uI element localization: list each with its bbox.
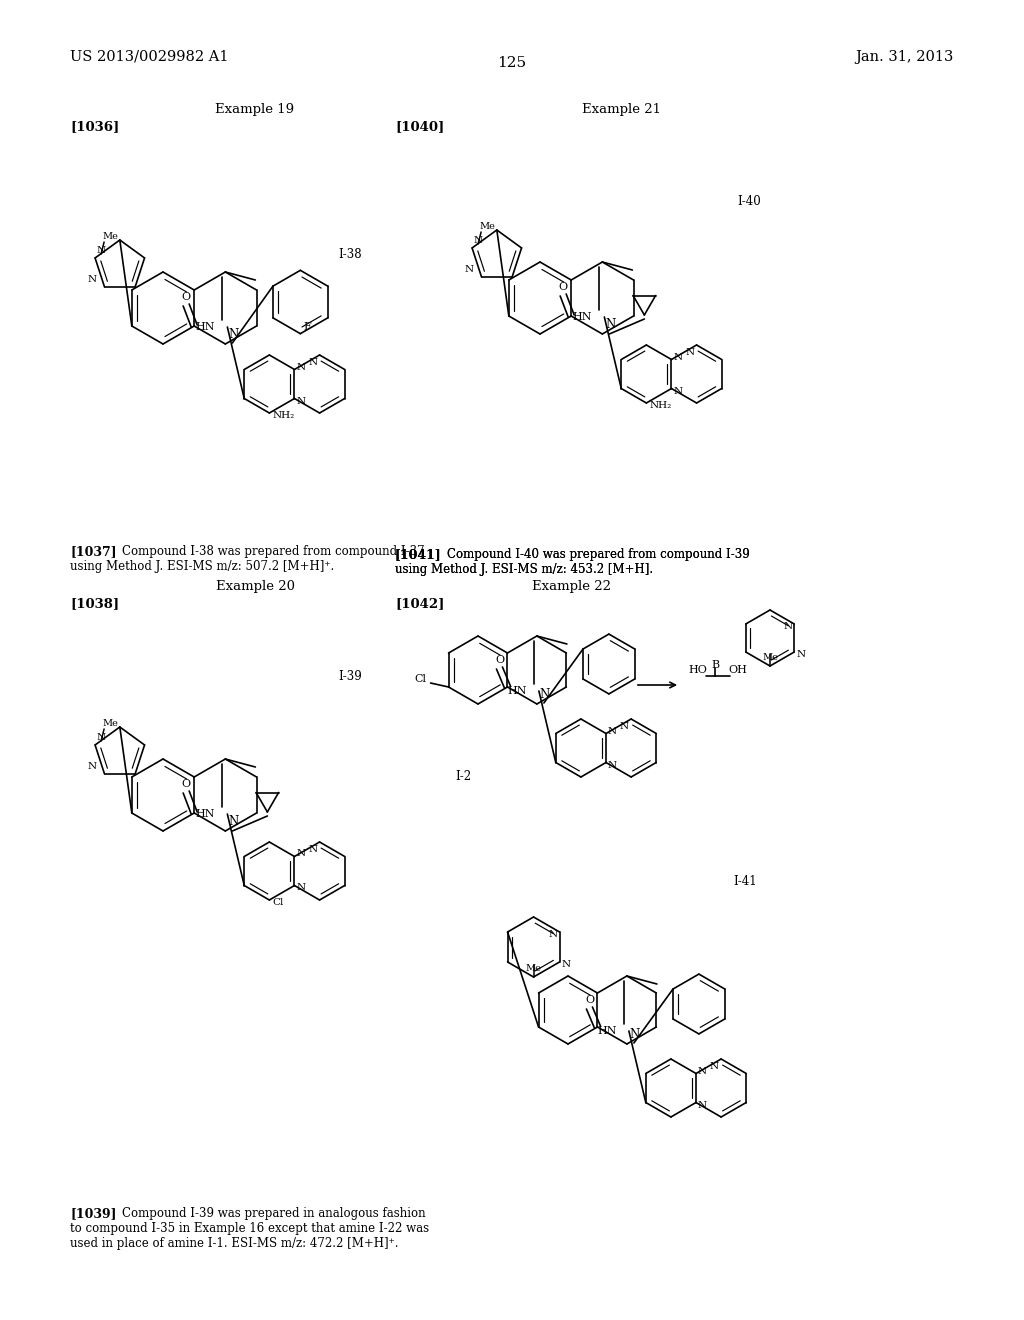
Text: N: N — [308, 358, 317, 367]
Text: Me: Me — [102, 719, 118, 727]
Text: N: N — [783, 622, 793, 631]
Text: Example 20: Example 20 — [215, 579, 295, 593]
Text: HN: HN — [196, 809, 215, 818]
Text: Compound I-39 was prepared in analogous fashion: Compound I-39 was prepared in analogous … — [122, 1206, 426, 1220]
Text: I-38: I-38 — [338, 248, 361, 261]
Text: NH₂: NH₂ — [272, 411, 295, 420]
Text: O: O — [181, 779, 190, 789]
Text: N: N — [228, 814, 239, 828]
Text: N: N — [297, 883, 305, 892]
Text: using Method J. ESI-MS m/z: 453.2 [M+H].: using Method J. ESI-MS m/z: 453.2 [M+H]. — [395, 564, 653, 576]
Text: N: N — [228, 327, 239, 341]
Text: NH₂: NH₂ — [649, 401, 672, 411]
Text: Cl: Cl — [272, 898, 284, 907]
Text: Example 21: Example 21 — [583, 103, 662, 116]
Text: Example 22: Example 22 — [532, 579, 611, 593]
Text: I-39: I-39 — [338, 671, 361, 682]
Text: [1036]: [1036] — [70, 120, 119, 133]
Text: N: N — [561, 960, 570, 969]
Text: N: N — [698, 1067, 708, 1076]
Text: N: N — [87, 275, 96, 284]
Text: B: B — [711, 660, 719, 671]
Text: Me: Me — [762, 653, 778, 663]
Text: O: O — [495, 655, 504, 665]
Text: O: O — [559, 282, 567, 292]
Text: Example 19: Example 19 — [215, 103, 295, 116]
Text: [1040]: [1040] — [395, 120, 444, 133]
Text: 125: 125 — [498, 55, 526, 70]
Text: I-41: I-41 — [733, 875, 757, 888]
Text: N: N — [540, 688, 550, 701]
Text: [1041]: [1041] — [395, 548, 441, 561]
Text: N: N — [87, 762, 96, 771]
Text: I-40: I-40 — [737, 195, 761, 209]
Text: F: F — [303, 322, 311, 331]
Text: HN: HN — [572, 312, 592, 322]
Text: O: O — [181, 292, 190, 302]
Text: N: N — [96, 733, 105, 742]
Text: HN: HN — [597, 1026, 616, 1036]
Text: HN: HN — [507, 686, 527, 696]
Text: N: N — [96, 246, 105, 255]
Text: N: N — [710, 1063, 719, 1071]
Text: HO: HO — [688, 665, 707, 675]
Text: N: N — [549, 931, 557, 939]
Text: Me: Me — [102, 232, 118, 242]
Text: Compound I-40 was prepared from compound I-39: Compound I-40 was prepared from compound… — [447, 548, 750, 561]
Text: N: N — [608, 760, 617, 770]
Text: N: N — [297, 363, 305, 371]
Text: N: N — [797, 649, 805, 659]
Text: [1042]: [1042] — [395, 597, 444, 610]
Text: [1037]: [1037] — [70, 545, 117, 558]
Text: N: N — [308, 845, 317, 854]
Text: N: N — [630, 1028, 640, 1041]
Text: N: N — [465, 265, 473, 275]
Text: I-2: I-2 — [455, 770, 471, 783]
Text: N: N — [620, 722, 629, 731]
Text: Cl: Cl — [415, 675, 427, 684]
Text: N: N — [297, 396, 305, 405]
Text: Me: Me — [479, 222, 495, 231]
Text: Me: Me — [525, 964, 542, 973]
Text: N: N — [297, 850, 305, 858]
Text: [1039]: [1039] — [70, 1206, 117, 1220]
Text: used in place of amine I-1. ESI-MS m/z: 472.2 [M+H]⁺.: used in place of amine I-1. ESI-MS m/z: … — [70, 1237, 398, 1250]
Text: Compound I-38 was prepared from compound I-37: Compound I-38 was prepared from compound… — [122, 545, 425, 558]
Text: N: N — [605, 318, 615, 331]
Text: OH: OH — [728, 665, 746, 675]
Text: HN: HN — [196, 322, 215, 333]
Text: to compound I-35 in Example 16 except that amine I-22 was: to compound I-35 in Example 16 except th… — [70, 1222, 429, 1236]
Text: N: N — [674, 387, 683, 396]
Text: using Method J. ESI-MS m/z: 507.2 [M+H]⁺.: using Method J. ESI-MS m/z: 507.2 [M+H]⁺… — [70, 560, 334, 573]
Text: [1038]: [1038] — [70, 597, 119, 610]
Text: N: N — [698, 1101, 708, 1110]
Text: N: N — [674, 352, 683, 362]
Text: [1041]: [1041] — [395, 548, 441, 561]
Text: Jan. 31, 2013: Jan. 31, 2013 — [856, 50, 954, 63]
Text: Compound I-40 was prepared from compound I-39: Compound I-40 was prepared from compound… — [447, 548, 750, 561]
Text: N: N — [608, 726, 617, 735]
Text: N: N — [685, 348, 694, 356]
Text: US 2013/0029982 A1: US 2013/0029982 A1 — [70, 50, 228, 63]
Text: using Method J. ESI-MS m/z: 453.2 [M+H].: using Method J. ESI-MS m/z: 453.2 [M+H]. — [395, 564, 653, 576]
Text: O: O — [585, 995, 594, 1005]
Text: N: N — [473, 236, 482, 246]
